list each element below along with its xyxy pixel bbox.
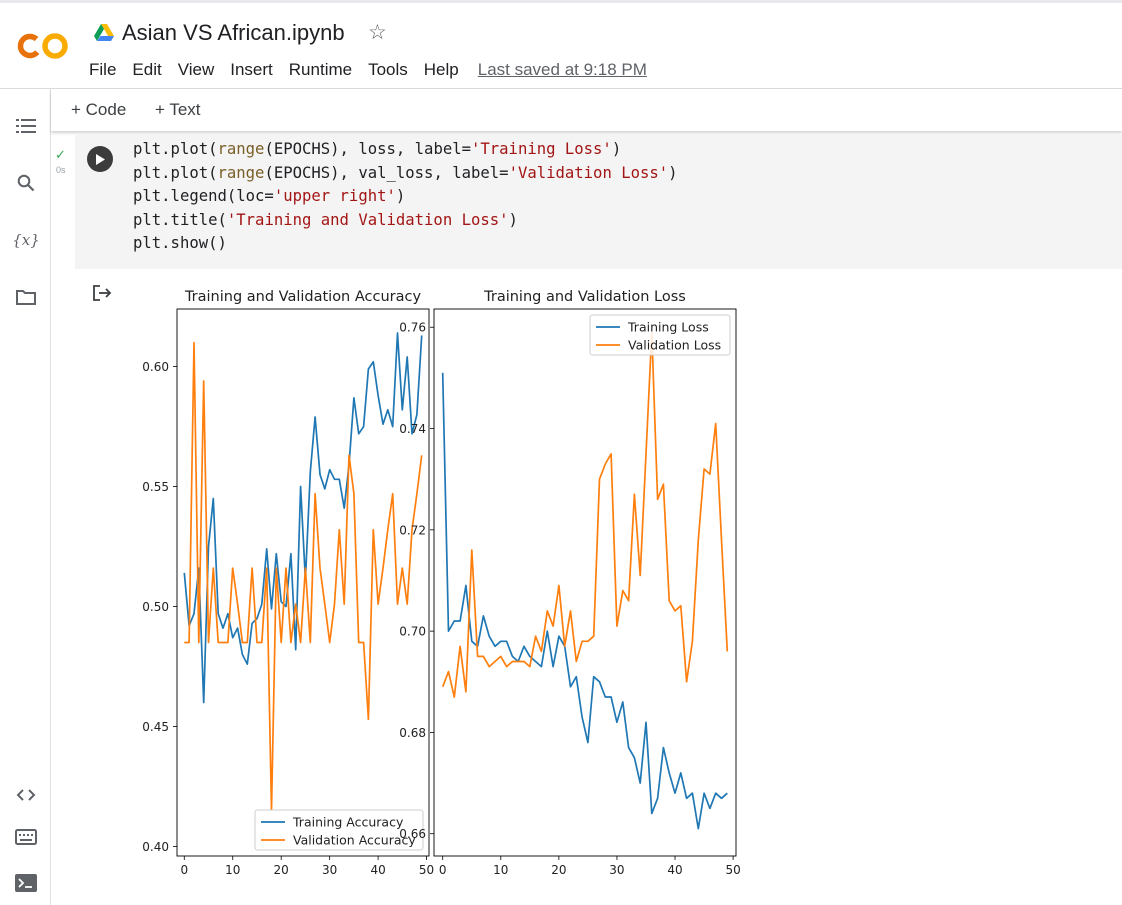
code-token: plt.title( [133, 210, 227, 229]
code-line: plt.plot(range(EPOCHS), loss, label='Tra… [133, 138, 678, 162]
run-cell-button[interactable] [87, 146, 113, 172]
x-tick-label: 0 [180, 863, 188, 876]
code-token: 'upper right' [273, 187, 396, 206]
y-tick-label: 0.68 [399, 726, 426, 740]
y-tick-label: 0.70 [399, 625, 426, 639]
execution-success-icon: ✓ [55, 147, 66, 162]
menu-file[interactable]: File [89, 60, 117, 79]
code-cell[interactable] [75, 134, 1122, 269]
menu-runtime[interactable]: Runtime [288, 60, 353, 79]
y-tick-label: 0.72 [399, 523, 426, 537]
code-line: plt.plot(range(EPOCHS), val_loss, label=… [133, 162, 678, 186]
code-token: plt.legend(loc= [133, 187, 274, 206]
legend-label: Validation Accuracy [293, 833, 416, 848]
code-token: (EPOCHS), val_loss, label= [264, 163, 509, 182]
files-folder-icon[interactable] [15, 286, 37, 308]
menu-help[interactable]: Help [423, 60, 459, 79]
star-icon[interactable]: ☆ [368, 21, 387, 44]
series-line-validation [184, 341, 423, 812]
code-token: range [217, 140, 265, 158]
add-text-button[interactable]: + Text [155, 100, 201, 119]
code-token: plt.show() [133, 234, 227, 253]
y-tick-label: 0.40 [142, 840, 169, 854]
y-tick-label: 0.76 [399, 321, 426, 335]
x-tick-label: 40 [370, 863, 385, 876]
x-tick-label: 40 [667, 863, 682, 876]
code-token: 'Training and Validation Loss' [226, 210, 509, 229]
legend-label: Validation Loss [628, 338, 721, 353]
code-token: (EPOCHS), loss, label= [264, 140, 471, 158]
search-icon[interactable] [15, 172, 37, 194]
code-token: 'Validation Loss' [508, 163, 669, 182]
y-tick-label: 0.50 [142, 600, 169, 614]
chart-title: Training and Validation Loss [483, 289, 686, 305]
series-line-validation [441, 331, 729, 698]
legend-box [589, 314, 731, 356]
variables-icon[interactable]: {x} [12, 231, 40, 249]
series-line-training [183, 332, 423, 704]
left-sidebar: {x} [0, 89, 51, 905]
code-token: plt.plot( [133, 140, 218, 158]
header-divider [0, 88, 1122, 89]
y-tick-label: 0.55 [142, 480, 169, 494]
y-tick-label: 0.66 [399, 827, 426, 841]
top-border [0, 0, 1122, 3]
x-tick-label: 10 [225, 863, 240, 876]
table-of-contents-icon[interactable] [15, 115, 37, 137]
menu-edit[interactable]: Edit [132, 60, 162, 79]
x-tick-label: 30 [609, 863, 624, 876]
execution-time: 0s [56, 165, 66, 175]
axes-frame [176, 308, 430, 857]
code-snippets-icon[interactable] [15, 784, 37, 806]
axes-frame [433, 308, 737, 857]
command-palette-icon[interactable] [15, 826, 37, 848]
y-tick-label: 0.60 [142, 360, 169, 374]
x-tick-label: 30 [322, 863, 337, 876]
legend-box [254, 809, 424, 851]
series-line-training [441, 372, 728, 830]
terminal-icon[interactable] [15, 872, 37, 894]
y-tick-label: 0.74 [399, 422, 426, 436]
code-token: ) [668, 163, 678, 182]
x-tick-label: 0 [439, 863, 447, 876]
y-tick-label: 0.45 [142, 720, 169, 734]
code-line: plt.legend(loc='upper right') [133, 185, 678, 209]
code-token: range [217, 163, 265, 182]
x-tick-label: 50 [419, 863, 434, 876]
x-tick-label: 20 [274, 863, 289, 876]
chart-title: Training and Validation Accuracy [184, 289, 422, 305]
code-token: plt.plot( [133, 163, 218, 182]
x-tick-label: 20 [551, 863, 566, 876]
menu-tools[interactable]: Tools [368, 60, 408, 79]
x-tick-label: 10 [493, 863, 508, 876]
code-token: 'Training Loss' [471, 140, 612, 158]
legend-label: Training Loss [627, 320, 709, 335]
menu-insert[interactable]: Insert [230, 60, 273, 79]
code-token: ) [611, 140, 622, 158]
code-line: plt.show() [133, 232, 678, 256]
output-toggle-icon[interactable] [91, 283, 113, 303]
colab-logo[interactable] [17, 30, 71, 62]
x-tick-label: 50 [725, 863, 740, 876]
legend-label: Training Accuracy [292, 815, 404, 830]
output-figure: Training and Validation Accuracy 0 10 20 30 4… [142, 289, 740, 876]
code-editor[interactable]: plt.plot(range(EPOCHS), loss, label='Tra… [133, 138, 678, 256]
code-line: plt.title('Training and Validation Loss'… [133, 209, 678, 233]
cell-toolbar: + Code + Text [51, 89, 1122, 131]
code-token: ) [395, 187, 406, 206]
add-code-button[interactable]: + Code [71, 100, 127, 119]
menu-bar: File Edit View Insert Runtime Tools Help… [89, 59, 663, 81]
notebook-title[interactable]: Asian VS African.ipynb [122, 20, 345, 45]
play-icon [96, 153, 105, 165]
code-token: ) [508, 210, 518, 229]
last-saved-link[interactable]: Last saved at 9:18 PM [477, 60, 647, 79]
menu-view[interactable]: View [177, 60, 215, 79]
google-drive-icon[interactable] [94, 24, 114, 42]
